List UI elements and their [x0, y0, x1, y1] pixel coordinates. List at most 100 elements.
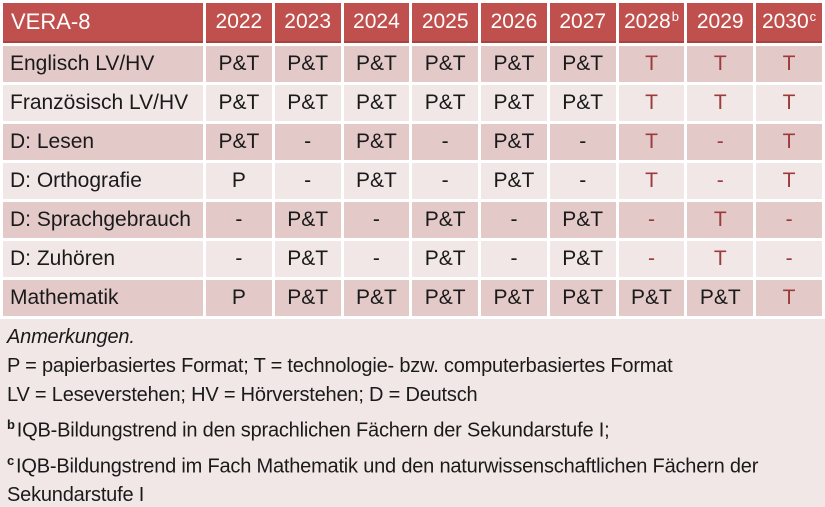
format-cell: P&T — [343, 280, 410, 316]
format-cell: P&T — [481, 124, 547, 160]
format-cell: - — [756, 241, 822, 277]
format-cell: P&T — [274, 280, 341, 316]
format-cell: T — [756, 163, 822, 199]
format-cell: - — [274, 163, 341, 199]
year-header: 2030c — [756, 3, 822, 43]
table-row: Französisch LV/HV P&T P&T P&T P&T P&T P&T T T T — [3, 85, 822, 121]
format-cell: - — [206, 241, 272, 277]
format-cell: P&T — [343, 124, 410, 160]
footnote-marker: c — [809, 9, 817, 24]
format-cell: P&T — [687, 280, 754, 316]
table-body: Englisch LV/HV P&T P&T P&T P&T P&T P&T T T T Franz… — [3, 46, 822, 316]
note-line: LV = Leseverstehen; HV = Hörverstehen; D… — [7, 384, 478, 406]
format-cell: P&T — [549, 241, 616, 277]
format-cell: T — [618, 85, 685, 121]
format-cell: P&T — [481, 280, 547, 316]
row-label: Englisch LV/HV — [3, 46, 203, 82]
format-cell: - — [618, 202, 685, 238]
note-line: c IQB-Bildungstrend im Fach Mathematik un… — [7, 452, 759, 507]
format-cell: T — [756, 280, 822, 316]
format-cell: T — [618, 46, 685, 82]
year-header: 2026 — [481, 3, 547, 43]
format-cell: - — [618, 241, 685, 277]
format-cell: P&T — [481, 46, 547, 82]
format-cell: P&T — [549, 46, 616, 82]
format-cell: P&T — [274, 85, 341, 121]
format-cell: T — [687, 85, 754, 121]
table-header-row: VERA-8 2022 2023 2024 2025 2026 2027 2028b 2029… — [3, 3, 822, 43]
format-cell: T — [687, 46, 754, 82]
format-cell: P&T — [481, 85, 547, 121]
table-row: Englisch LV/HV P&T P&T P&T P&T P&T P&T T T T — [3, 46, 822, 82]
format-cell: P&T — [274, 202, 341, 238]
table-title-cell: VERA-8 — [3, 3, 203, 43]
format-cell: P&T — [618, 280, 685, 316]
format-cell: P&T — [343, 85, 410, 121]
format-cell: P&T — [412, 280, 479, 316]
format-cell: T — [756, 46, 822, 82]
row-label: Mathematik — [3, 280, 203, 316]
format-cell: P&T — [549, 202, 616, 238]
format-cell: - — [549, 163, 616, 199]
format-cell: T — [687, 202, 754, 238]
format-cell: P&T — [412, 85, 479, 121]
note-line: b IQB-Bildungstrend in den sprachlichen F… — [7, 417, 610, 442]
format-cell: P — [206, 280, 272, 316]
vera8-table: VERA-8 2022 2023 2024 2025 2026 2027 2028b 2029… — [3, 3, 822, 316]
note-line: P = papierbasiertes Format; T = technolo… — [7, 355, 673, 377]
format-cell: P&T — [412, 202, 479, 238]
format-cell: - — [756, 202, 822, 238]
format-cell: - — [687, 124, 754, 160]
format-cell: T — [618, 163, 685, 199]
format-cell: P&T — [206, 124, 272, 160]
table-row: D: Zuhören - P&T - P&T - P&T - T - — [3, 241, 822, 277]
format-cell: - — [481, 241, 547, 277]
year-header: 2024 — [343, 3, 410, 43]
format-cell: P&T — [206, 46, 272, 82]
format-cell: P&T — [274, 46, 341, 82]
format-cell: - — [412, 124, 479, 160]
format-cell: P&T — [274, 241, 341, 277]
format-cell: P&T — [412, 241, 479, 277]
table-row: D: Sprachgebrauch - P&T - P&T - P&T - T - — [3, 202, 822, 238]
year-header: 2022 — [206, 3, 272, 43]
format-cell: P — [206, 163, 272, 199]
year-header: 2029 — [687, 3, 754, 43]
footnote-marker: b — [7, 417, 15, 432]
year-header: 2027 — [549, 3, 616, 43]
format-cell: T — [756, 85, 822, 121]
format-cell: - — [343, 241, 410, 277]
year-header: 2028b — [618, 3, 685, 43]
row-label: D: Zuhören — [3, 241, 203, 277]
table-row: D: Orthografie P - P&T - P&T - T - T — [3, 163, 822, 199]
row-label: D: Sprachgebrauch — [3, 202, 203, 238]
format-cell: - — [481, 202, 547, 238]
format-cell: P&T — [343, 163, 410, 199]
row-label: D: Orthografie — [3, 163, 203, 199]
year-header: 2023 — [274, 3, 341, 43]
format-cell: T — [756, 124, 822, 160]
format-cell: P&T — [481, 163, 547, 199]
format-cell: - — [343, 202, 410, 238]
format-cell: - — [687, 163, 754, 199]
footnote-marker: c — [7, 452, 15, 468]
row-label: D: Lesen — [3, 124, 203, 160]
row-label: Französisch LV/HV — [3, 85, 203, 121]
year-header: 2025 — [412, 3, 479, 43]
format-cell: P&T — [412, 46, 479, 82]
format-cell: - — [274, 124, 341, 160]
table-notes: Anmerkungen. P = papierbasiertes Format; … — [0, 319, 825, 507]
format-cell: P&T — [549, 280, 616, 316]
table-row: Mathematik P P&T P&T P&T P&T P&T P&T P&T T — [3, 280, 822, 316]
note-line: Anmerkungen. — [7, 326, 135, 348]
format-cell: P&T — [206, 85, 272, 121]
format-cell: - — [549, 124, 616, 160]
format-cell: P&T — [549, 85, 616, 121]
table-row: D: Lesen P&T - P&T - P&T - T - T — [3, 124, 822, 160]
format-cell: T — [618, 124, 685, 160]
format-cell: T — [687, 241, 754, 277]
format-cell: P&T — [343, 46, 410, 82]
footnote-marker: b — [671, 9, 679, 24]
format-cell: - — [206, 202, 272, 238]
